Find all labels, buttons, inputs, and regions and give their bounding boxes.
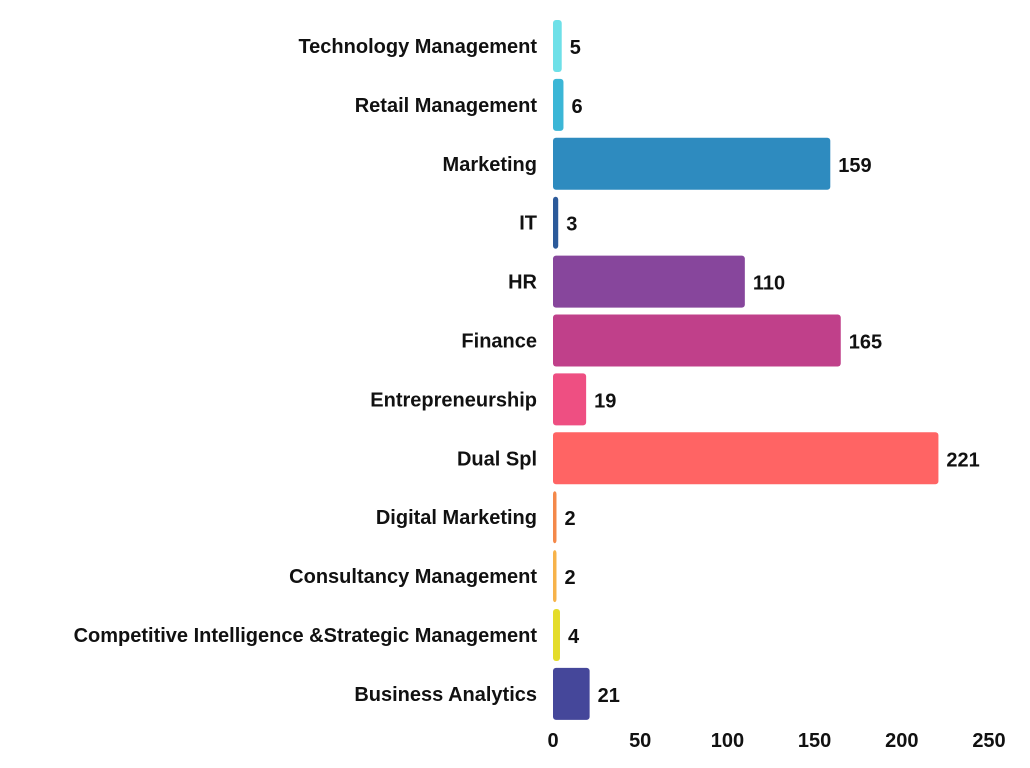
value-label: 110 xyxy=(753,273,785,295)
x-tick-label: 150 xyxy=(798,730,831,752)
category-label: Competitive Intelligence &Strategic Mana… xyxy=(74,625,538,647)
category-label: Consultancy Management xyxy=(289,566,537,588)
x-tick-label: 250 xyxy=(972,730,1005,752)
category-label: IT xyxy=(519,213,537,235)
x-tick-label: 100 xyxy=(711,730,744,752)
bar-4 xyxy=(553,255,745,308)
bar-10 xyxy=(553,609,560,661)
bar-7 xyxy=(553,432,939,485)
bar-0 xyxy=(553,20,562,72)
value-label: 4 xyxy=(568,626,580,648)
bar-8 xyxy=(553,491,557,544)
value-label: 19 xyxy=(594,390,616,412)
x-tick-label: 200 xyxy=(885,730,918,752)
value-label: 2 xyxy=(564,567,575,589)
category-label: Digital Marketing xyxy=(376,507,537,529)
value-label: 221 xyxy=(946,449,979,471)
category-label: Entrepreneurship xyxy=(370,389,537,411)
value-label: 159 xyxy=(838,155,871,177)
category-label: Business Analytics xyxy=(354,684,537,706)
bar-6 xyxy=(553,373,587,426)
value-label: 2 xyxy=(564,508,575,530)
value-label: 6 xyxy=(571,96,582,118)
bar-11 xyxy=(553,667,590,720)
value-label: 5 xyxy=(570,37,581,59)
bar-5 xyxy=(553,314,841,367)
category-label: Technology Management xyxy=(298,36,537,58)
category-label: Marketing xyxy=(443,154,537,176)
value-label: 3 xyxy=(566,214,577,236)
bar-2 xyxy=(553,137,831,190)
bar-3 xyxy=(553,196,559,249)
category-label: HR xyxy=(508,272,537,294)
x-tick-label: 0 xyxy=(547,730,558,752)
bar-1 xyxy=(553,78,564,131)
category-label: Retail Management xyxy=(355,95,538,117)
category-label: Dual Spl xyxy=(457,448,537,470)
category-label: Finance xyxy=(461,331,537,353)
value-label: 165 xyxy=(849,332,882,354)
x-tick-label: 50 xyxy=(629,730,651,752)
bar-9 xyxy=(553,550,557,603)
value-label: 21 xyxy=(598,685,620,707)
